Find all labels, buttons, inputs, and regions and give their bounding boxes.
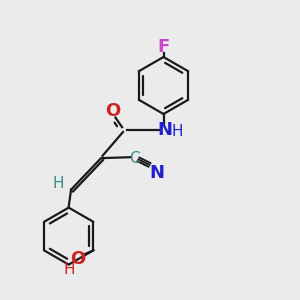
Text: F: F (158, 38, 169, 56)
Text: H: H (64, 262, 75, 278)
Text: C: C (129, 151, 140, 166)
Text: H: H (172, 124, 183, 139)
Text: O: O (106, 102, 121, 120)
Text: O: O (70, 250, 85, 268)
Text: H: H (53, 176, 64, 190)
Text: N: N (158, 121, 172, 139)
Text: N: N (150, 164, 165, 181)
